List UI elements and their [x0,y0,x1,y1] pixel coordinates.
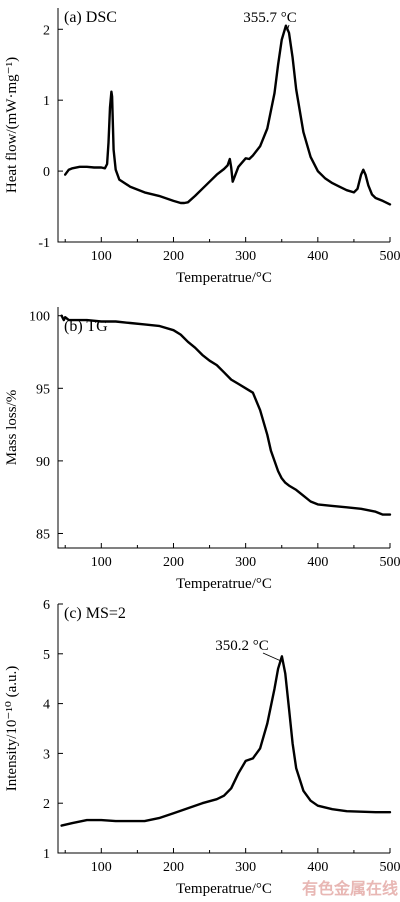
ms-ylabel: Intensity/10⁻¹⁰ (a.u.) [4,666,20,792]
tg-xtick-label: 400 [307,555,328,570]
dsc-ytick-label: 1 [43,94,50,109]
dsc-xtick-label: 500 [380,249,400,264]
ms-ytick-label: 5 [43,648,50,663]
dsc-series-line [63,24,392,206]
ms-ytick-label: 4 [43,698,50,713]
dsc-xtick-label: 200 [163,249,184,264]
ms-ytick-label: 2 [43,797,50,812]
ms-xtick-label: 100 [91,860,112,875]
ms-xtick-label: 500 [380,860,400,875]
tg-ylabel: Mass loss/% [4,390,20,465]
ms-ytick-label: 1 [43,847,50,862]
tg-xtick-label: 200 [163,555,184,570]
tg-axes [57,307,390,549]
dsc-ytick-label: -1 [38,236,50,251]
ms-panel: 100 200 300 400 500 1 2 3 4 5 6 Temperatrue/°C Inten… [4,598,400,897]
dsc-annotation-leader [286,24,290,32]
tg-ytick-label: 95 [36,382,50,397]
dsc-axes [57,8,390,243]
dsc-xtick-label: 400 [307,249,328,264]
tg-xtick-label: 500 [380,555,400,570]
dsc-panel-title: (a) DSC [64,9,117,26]
dsc-xtick-label: 100 [91,249,112,264]
tg-xtick-label: 300 [235,555,256,570]
ms-series-line [60,655,392,827]
ms-panel-title: (c) MS=2 [64,605,126,622]
dsc-panel: 100 200 300 400 500 -1 0 1 2 Temperatrue/°C Heat f… [4,8,400,286]
ms-annotation-leader [262,652,282,662]
ms-ytick-label: 3 [43,747,50,762]
dsc-ytick-label: 0 [43,165,50,180]
tg-ytick-label: 90 [36,455,50,470]
ms-peak-annotation: 350.2 °C [215,638,269,654]
tg-panel: 100 200 300 400 500 85 90 95 100 Temperatrue/°C Ma… [4,307,400,592]
ms-xlabel: Temperatrue/°C [176,881,272,897]
tg-series-line [60,314,392,516]
tg-xlabel: Temperatrue/°C [176,576,272,592]
ms-xtick-label: 400 [307,860,328,875]
tg-ytick-label: 100 [29,310,50,325]
dsc-xtick-label: 300 [235,249,256,264]
tg-ytick-label: 85 [36,527,50,542]
ms-xtick-label: 200 [163,860,184,875]
dsc-ylabel: Heat flow/(mW·mg⁻¹) [4,57,20,193]
ms-ytick-label: 6 [43,598,50,613]
dsc-xlabel: Temperatrue/°C [176,270,272,286]
tg-xtick-label: 100 [91,555,112,570]
watermark-text: 有色金属在线 [302,879,398,898]
dsc-ytick-label: 2 [43,23,50,38]
ms-xtick-label: 300 [235,860,256,875]
dsc-peak-annotation: 355.7 °C [243,10,297,26]
